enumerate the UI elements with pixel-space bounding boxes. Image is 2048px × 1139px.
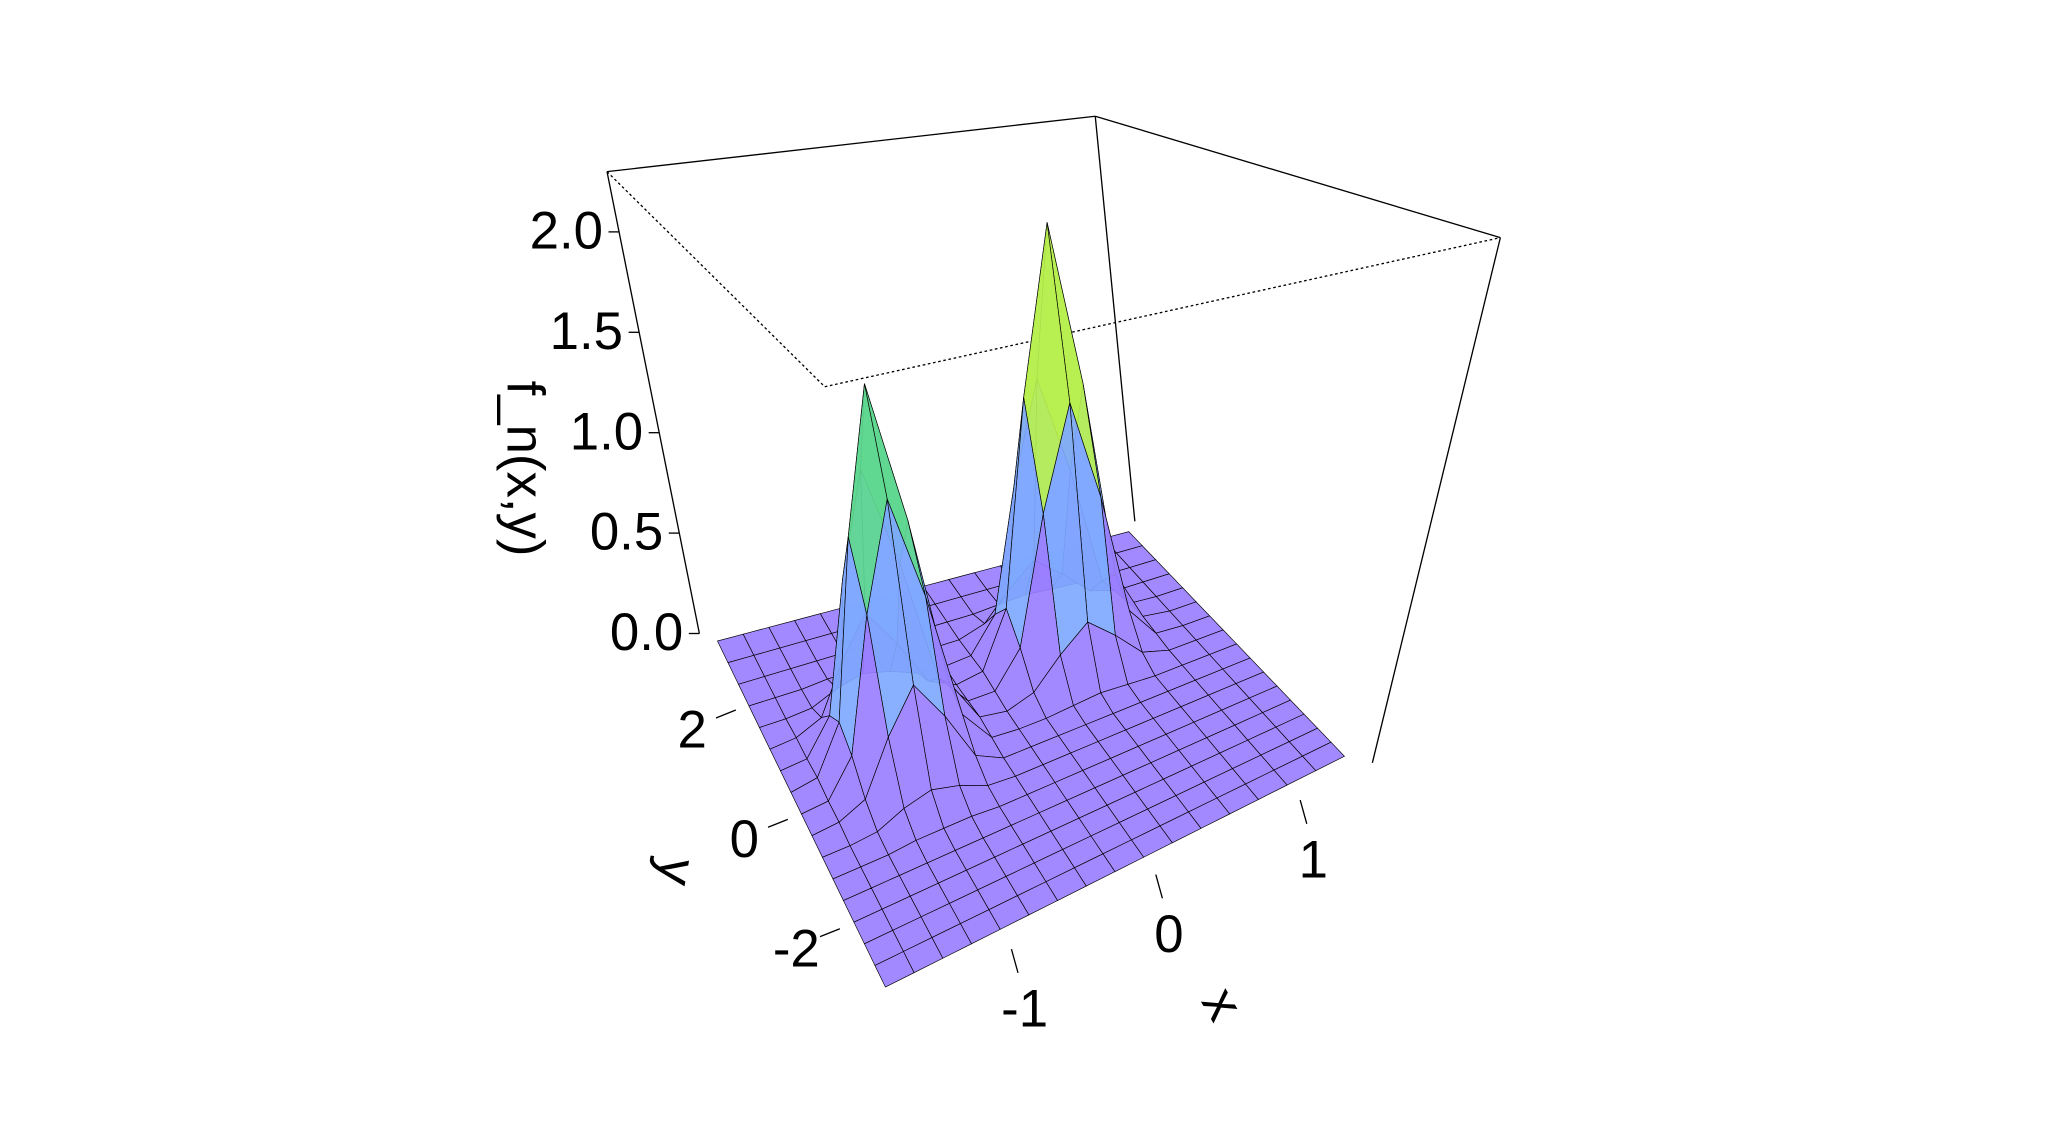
y-tick bbox=[819, 928, 841, 938]
x-tick-label: -1 bbox=[1001, 979, 1048, 1038]
box-edge bbox=[606, 171, 826, 388]
x-tick bbox=[1010, 948, 1019, 974]
box-edge bbox=[824, 236, 1501, 388]
x-tick bbox=[1299, 799, 1308, 825]
y-axis-title: y bbox=[645, 854, 708, 891]
y-tick bbox=[767, 818, 789, 828]
y-tick-label: 2 bbox=[678, 701, 707, 760]
z-tick-label: 2.0 bbox=[530, 201, 603, 260]
x-tick-label: 1 bbox=[1299, 830, 1328, 889]
y-tick-label: 0 bbox=[730, 810, 759, 869]
box-edge bbox=[1371, 237, 1502, 763]
x-tick bbox=[1155, 874, 1164, 899]
y-tick-label: -2 bbox=[773, 919, 820, 978]
box-edge bbox=[1094, 116, 1136, 522]
box-edge bbox=[606, 115, 1096, 173]
z-axis-title: f_n(x,y) bbox=[495, 381, 554, 557]
box-edge bbox=[606, 171, 701, 634]
box-edge bbox=[1095, 115, 1501, 239]
z-tick-label: 1.5 bbox=[550, 302, 623, 361]
z-tick-label: 0.0 bbox=[610, 603, 683, 662]
x-axis-title: x bbox=[1190, 978, 1254, 1030]
z-tick-label: 0.5 bbox=[590, 503, 663, 562]
y-tick bbox=[715, 709, 737, 719]
surface-facet bbox=[874, 951, 915, 988]
x-tick-label: 0 bbox=[1154, 905, 1183, 964]
z-tick-label: 1.0 bbox=[570, 402, 643, 461]
